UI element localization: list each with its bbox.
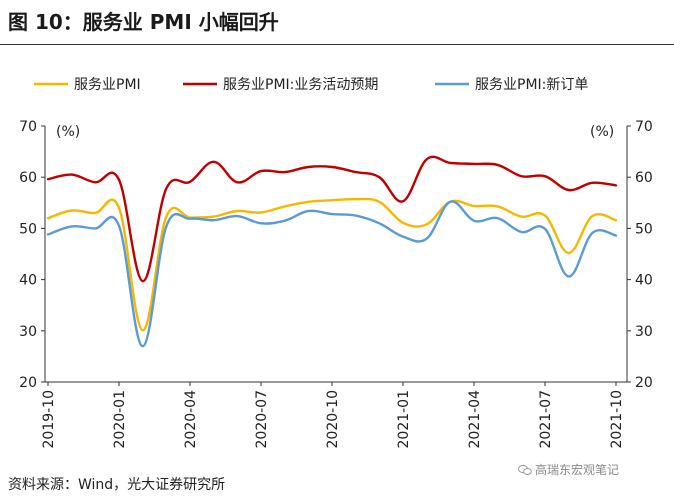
y-tick-label-left: 60 — [19, 170, 37, 186]
legend-label-business_expectation: 服务业PMI:业务活动预期 — [223, 77, 378, 93]
chart-title: 图 10：服务业 PMI 小幅回升 — [8, 10, 279, 34]
x-tick-label: 2021-01 — [396, 390, 412, 449]
x-tick-label: 2021-07 — [538, 390, 554, 449]
watermark: 高瑞东宏观笔记 — [518, 461, 619, 478]
x-tick-label: 2020-07 — [254, 390, 270, 449]
legend-label-new_orders: 服务业PMI:新订单 — [475, 77, 588, 93]
y-tick-label-right: 50 — [635, 221, 653, 237]
y-tick-label-left: 50 — [19, 221, 37, 237]
title-rule — [0, 44, 674, 45]
x-tick-label: 2019-10 — [41, 390, 57, 449]
x-tick-label: 2020-10 — [325, 390, 341, 449]
y-tick-label-left: 30 — [19, 324, 37, 340]
unit-label-right: (%) — [590, 124, 614, 140]
y-tick-label-right: 20 — [635, 375, 653, 391]
y-tick-label-right: 30 — [635, 324, 653, 340]
wechat-icon — [518, 464, 532, 475]
axes: 20 20 30 30 40 40 50 50 60 60 70 70 (%) (%) 2019-10 202… — [19, 119, 653, 449]
line-chart: 服务业PMI 服务业PMI:业务活动预期 服务业PMI:新订单 20 20 30 30 40… — [19, 77, 653, 449]
series-line-services_pmi — [46, 197, 618, 332]
x-tick-label: 2021-04 — [467, 390, 483, 449]
series-line-business_expectation — [46, 155, 618, 283]
y-tick-label-left: 20 — [19, 375, 37, 391]
series-lines — [46, 155, 618, 348]
x-tick-label: 2020-04 — [183, 390, 199, 449]
source-note: 资料来源：Wind，光大证券研究所 — [8, 477, 226, 493]
x-tick-label: 2021-10 — [609, 390, 625, 449]
y-tick-label-right: 70 — [635, 119, 653, 135]
x-tick-label: 2020-01 — [112, 390, 128, 449]
unit-label-left: (%) — [56, 124, 80, 140]
y-tick-label-left: 70 — [19, 119, 37, 135]
watermark-text: 高瑞东宏观笔记 — [535, 463, 620, 477]
y-tick-label-left: 40 — [19, 273, 37, 289]
legend-label-services_pmi: 服务业PMI — [74, 77, 141, 93]
legend: 服务业PMI 服务业PMI:业务活动预期 服务业PMI:新订单 — [34, 77, 588, 93]
y-tick-label-right: 40 — [635, 273, 653, 289]
y-tick-label-right: 60 — [635, 170, 653, 186]
series-line-new_orders — [46, 200, 618, 348]
